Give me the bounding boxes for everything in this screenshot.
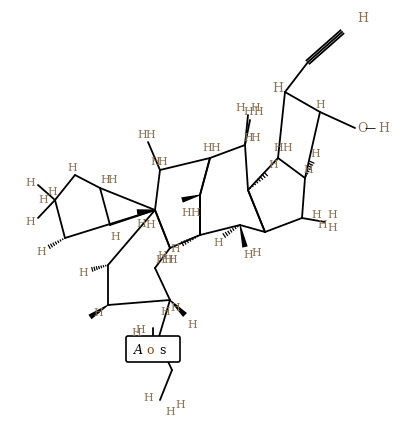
Text: H: H <box>303 165 313 175</box>
Text: H: H <box>175 400 185 410</box>
Text: H: H <box>67 163 77 173</box>
Polygon shape <box>181 194 200 203</box>
Text: H: H <box>243 133 253 143</box>
Text: H: H <box>213 238 223 248</box>
Text: H: H <box>167 255 177 265</box>
Text: H: H <box>136 219 146 229</box>
Text: H: H <box>155 255 165 265</box>
Text: H: H <box>100 175 110 185</box>
Text: H: H <box>157 157 167 167</box>
Text: H: H <box>93 308 103 318</box>
Text: H: H <box>110 232 120 242</box>
Polygon shape <box>137 209 155 215</box>
Text: H: H <box>38 195 48 205</box>
Text: H: H <box>253 107 263 117</box>
Text: s: s <box>159 344 165 356</box>
Text: H: H <box>310 149 320 159</box>
Text: H: H <box>145 130 155 140</box>
Text: H: H <box>25 178 35 188</box>
Text: H: H <box>135 325 145 335</box>
Text: H: H <box>160 307 170 317</box>
Text: H: H <box>378 121 389 135</box>
Text: H: H <box>163 255 173 265</box>
Text: H: H <box>143 393 153 403</box>
Polygon shape <box>170 300 187 317</box>
Text: H: H <box>210 143 220 153</box>
Text: H: H <box>317 220 327 230</box>
Text: H: H <box>170 303 180 313</box>
Text: H: H <box>315 100 325 110</box>
Text: H: H <box>78 268 88 278</box>
Text: H: H <box>327 210 337 220</box>
Text: H: H <box>243 250 253 260</box>
Text: —: — <box>364 123 376 133</box>
Text: H: H <box>150 157 160 167</box>
Text: H: H <box>250 133 260 143</box>
Polygon shape <box>88 304 108 319</box>
Text: H: H <box>272 81 284 95</box>
Text: H: H <box>170 244 180 254</box>
Text: H: H <box>202 143 212 153</box>
Text: H: H <box>145 220 155 230</box>
Text: H: H <box>250 103 260 113</box>
Text: H: H <box>47 187 57 197</box>
Text: A: A <box>134 344 142 356</box>
Text: H: H <box>36 247 46 257</box>
FancyBboxPatch shape <box>126 336 180 362</box>
Text: H: H <box>273 143 283 153</box>
Text: H: H <box>131 328 141 338</box>
Text: H: H <box>311 210 321 220</box>
Text: H: H <box>268 160 278 170</box>
Text: H: H <box>243 107 253 117</box>
Text: H: H <box>358 11 368 25</box>
Text: H: H <box>327 223 337 233</box>
Text: H: H <box>235 103 245 113</box>
Text: H: H <box>137 130 147 140</box>
Text: O: O <box>357 121 367 135</box>
Text: o: o <box>146 344 154 356</box>
Text: H: H <box>251 248 261 258</box>
Text: H: H <box>107 175 117 185</box>
Text: H: H <box>165 407 175 417</box>
Polygon shape <box>240 225 248 248</box>
Text: H: H <box>187 320 197 330</box>
Text: H: H <box>25 217 35 227</box>
Text: H: H <box>190 208 200 218</box>
Text: H: H <box>282 143 292 153</box>
Text: H: H <box>157 251 167 261</box>
Text: H: H <box>181 208 191 218</box>
